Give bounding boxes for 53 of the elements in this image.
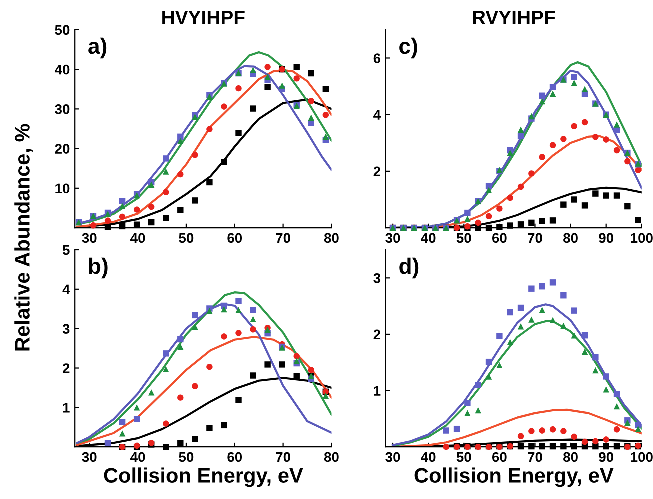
x-tick-label: 100 xyxy=(631,452,653,462)
y-tick-label: 3 xyxy=(374,273,381,284)
y-tick-label: 2 xyxy=(374,166,381,176)
x-axis-title: Collision Energy, eV xyxy=(104,468,304,488)
y-tick-label: 3 xyxy=(62,324,70,334)
y-tick-label: 2 xyxy=(374,330,381,340)
x-axis-title: Collision Energy, eV xyxy=(414,468,614,488)
x-tick-label: 40 xyxy=(130,233,146,244)
x-tick-label: 30 xyxy=(82,233,97,244)
y-tick-label: 6 xyxy=(374,54,381,64)
x-tick-label: 60 xyxy=(228,233,242,244)
x-tick-label: 30 xyxy=(386,452,400,462)
y-tick-label: 5 xyxy=(62,245,70,256)
x-tick-label: 40 xyxy=(421,233,436,244)
x-tick-label: 90 xyxy=(599,452,614,462)
annotation: b) xyxy=(89,258,108,279)
x-tick-label: 90 xyxy=(599,233,614,244)
x-tick-label: 30 xyxy=(386,233,400,244)
y-tick-label: 4 xyxy=(62,284,70,294)
x-tick-label: 50 xyxy=(179,233,194,244)
x-tick-label: 30 xyxy=(82,452,97,462)
x-tick-label: 60 xyxy=(492,233,507,244)
annotation: d) xyxy=(400,258,419,279)
x-tick-label: 60 xyxy=(492,452,507,462)
x-tick-label: 80 xyxy=(324,452,339,462)
y-tick-label: 30 xyxy=(55,104,70,114)
x-tick-label: 50 xyxy=(179,452,194,462)
chart-title: HVYIHPF xyxy=(162,11,245,24)
x-tick-label: 50 xyxy=(456,452,472,462)
x-tick-label: 70 xyxy=(276,233,290,244)
x-tick-label: 40 xyxy=(421,452,436,462)
x-tick-label: 60 xyxy=(228,452,242,462)
x-tick-label: 70 xyxy=(276,452,290,462)
x-tick-label: 80 xyxy=(324,233,339,244)
y-tick-label: 1 xyxy=(63,403,70,413)
annotation: c) xyxy=(400,38,418,59)
y-tick-label: 50 xyxy=(55,25,70,36)
y-axis-title: Relative Abundance, % xyxy=(14,124,33,351)
x-tick-label: 70 xyxy=(528,452,542,462)
y-tick-label: 40 xyxy=(54,64,70,75)
annotation: a) xyxy=(88,38,107,59)
x-tick-label: 80 xyxy=(564,233,578,244)
y-tick-label: 20 xyxy=(55,144,70,154)
x-tick-label: 70 xyxy=(528,233,542,244)
y-tick-label: 4 xyxy=(374,110,381,120)
x-tick-label: 100 xyxy=(631,233,653,244)
x-tick-label: 50 xyxy=(456,233,472,244)
chart-title: RVYIHPF xyxy=(473,11,556,24)
y-tick-label: 2 xyxy=(62,364,70,374)
x-tick-label: 40 xyxy=(130,452,146,462)
y-tick-label: 10 xyxy=(56,184,70,194)
x-tick-label: 80 xyxy=(564,452,578,462)
y-tick-label: 1 xyxy=(374,386,381,396)
